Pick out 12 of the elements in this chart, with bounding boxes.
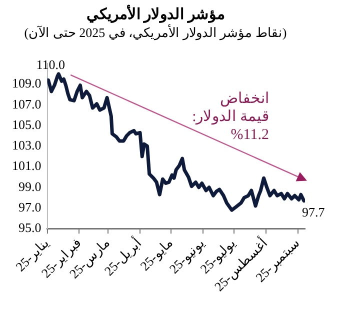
y-tick-label: 105.0 — [12, 116, 42, 132]
y-tick-label: 95.0 — [18, 220, 42, 236]
y-tick-label: 97.0 — [18, 199, 42, 214]
chart-title: مؤشر الدولار الأمريكي — [86, 4, 225, 24]
y-tick-label: 101.0 — [12, 158, 42, 174]
y-tick-label: 99.0 — [18, 178, 42, 194]
y-tick-label: 109.0 — [12, 76, 42, 91]
chart-subtitle: (نقاط مؤشر الدولار الأمريكي، في 2025 حتى الآن) — [24, 24, 287, 42]
annotation: 97.7 — [302, 204, 326, 220]
annotation: 110.0 — [36, 56, 65, 72]
y-tick-label: 103.0 — [12, 138, 42, 153]
y-tick-label: 107.0 — [12, 96, 42, 112]
